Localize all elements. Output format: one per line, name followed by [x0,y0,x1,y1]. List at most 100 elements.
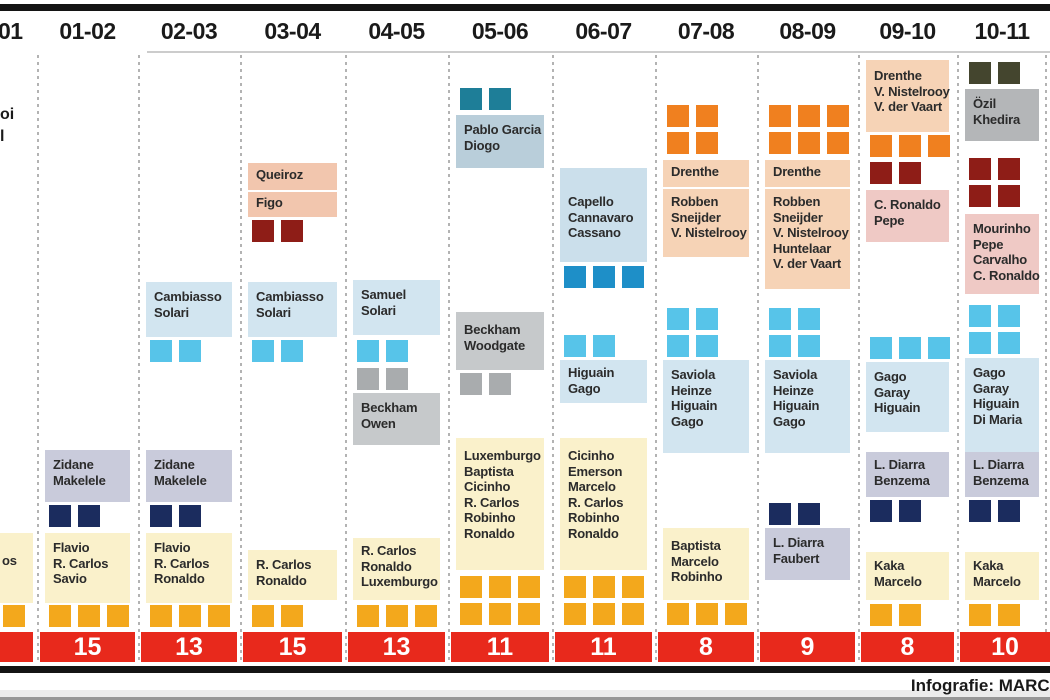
player-block: Cambiasso Solari [248,282,337,337]
season-total-segment: 15 [243,632,342,662]
player-name: Flavio [53,540,90,555]
brazil-player-square [415,605,437,627]
player-name: Robinho [464,510,516,525]
player-name: Huntelaar [773,240,832,256]
player-name: Pablo Garcia [464,122,542,137]
column-divider [957,55,959,662]
player-block: Drenthe [765,160,850,187]
player-name: Luxemburgo [464,448,541,463]
player-block: Pablo Garcia Diogo [456,115,544,168]
player-block: Luxemburgo Baptista Cicinho R. Carlos Robinh… [456,438,544,570]
column-divider [552,55,554,662]
player-name: Saviola [773,367,818,382]
player-block: L. Diarra Benzema [866,452,949,497]
column-divider [858,55,860,662]
england-player-square [357,368,379,390]
column-divider [240,55,242,662]
portugal-player-square [969,158,991,180]
player-name: Luxemburgo [361,574,438,589]
player-name: Garay [973,380,1009,396]
england-player-square [386,368,408,390]
player-name: Garay [874,384,910,400]
player-name: Baptista [671,538,721,553]
player-name: Solari [256,304,291,320]
player-block: Queiroz [248,163,337,190]
season-header: 01 [0,18,23,44]
argentina-player-square [769,335,791,357]
brazil-player-square [622,603,644,625]
player-name: Di Maria [973,411,1022,427]
season-header: 02-03 [160,18,218,44]
season-header: 09-10 [879,18,936,44]
argentina-player-square [769,308,791,330]
player-name: Cicinho [464,479,511,494]
player-name: Diogo [464,137,500,153]
player-name: Beckham [361,400,418,415]
argentina-player-square [998,332,1020,354]
player-name: R. Carlos [361,543,417,558]
argentina-player-square [667,335,689,357]
uruguay-player-square [460,88,482,110]
player-name: Higuain [973,396,1020,411]
player-name: Gago [671,413,704,429]
england-player-square [460,373,482,395]
player-name: Saviola [671,367,716,382]
player-block: L. Diarra Faubert [765,528,850,580]
bottom-edge-line [0,697,1050,700]
netherlands-player-square [667,132,689,154]
player-name: Emerson [568,463,623,479]
player-name: Savio [53,571,87,586]
france-player-square [870,500,892,522]
player-block: R. Carlos Ronaldo Luxemburgo [353,538,440,600]
argentina-player-square [252,340,274,362]
player-block: Flavio R. Carlos Ronaldo [146,533,232,603]
portugal-player-square [998,158,1020,180]
france-player-square [899,500,921,522]
season-total-segment: 10 [960,632,1050,662]
italy-player-square [593,266,615,288]
brazil-player-square [998,604,1020,626]
argentina-player-square [899,337,921,359]
player-name: Gago [874,369,907,384]
argentina-player-square [386,340,408,362]
bottom-rule [0,666,1050,673]
france-player-square [998,500,1020,522]
column-divider [345,55,347,662]
player-name: Marcelo [671,553,719,569]
player-name: Gago [568,380,601,396]
season-total-segment [0,632,33,662]
season-total-segment: 13 [141,632,237,662]
brazil-player-square [725,603,747,625]
netherlands-player-square [696,132,718,154]
brazil-player-square [489,603,511,625]
player-name: Ronaldo [568,525,619,541]
brazil-player-square [252,605,274,627]
argentina-player-square [870,337,892,359]
player-name: os [2,553,17,568]
player-block: Zidane Makelele [146,450,232,502]
player-block: Kaka Marcelo [965,552,1039,600]
player-name: V. der Vaart [874,99,942,114]
netherlands-player-square [870,135,892,157]
player-name: Ronaldo [464,525,515,541]
portugal-player-square [870,162,892,184]
argentina-player-square [593,335,615,357]
player-name: Ronaldo [361,558,412,574]
player-block: Baptista Marcelo Robinho [663,528,749,600]
germany-player-square [998,62,1020,84]
player-block: Flavio R. Carlos Savio [45,533,130,603]
season-total-segment: 15 [40,632,135,662]
player-name: Higuain [568,365,615,380]
player-name: V. Nistelrooy [874,83,950,99]
france-player-square [798,503,820,525]
argentina-player-square [281,340,303,362]
germany-player-square [969,62,991,84]
season-total-segment: 8 [658,632,754,662]
column-divider [757,55,759,662]
player-name: V. der Vaart [773,256,841,271]
netherlands-player-square [928,135,950,157]
player-name: Gago [973,365,1006,380]
player-name: Cambiasso [154,289,222,304]
player-block: Drenthe V. Nistelrooy V. der Vaart [866,60,950,132]
